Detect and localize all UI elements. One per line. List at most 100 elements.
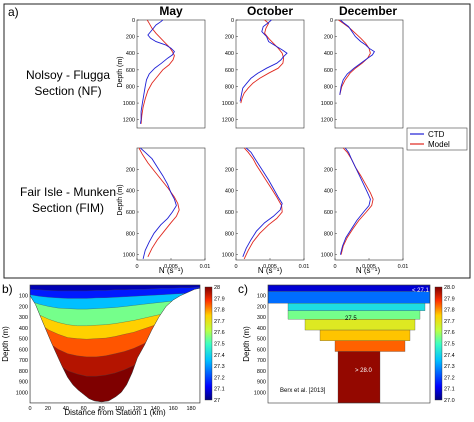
x-tick-label: 20 — [45, 406, 51, 412]
annotation-label: Berx et al. [2013] — [280, 388, 326, 394]
panel-c-section: 100 200 300 400 500 600 700 800 900 1000 < 27.1 27.… — [254, 284, 431, 404]
profile-axes — [136, 147, 206, 261]
y-tick-label: 1200 — [123, 118, 135, 124]
y-tick-label: 800 — [225, 84, 234, 90]
density-block — [304, 319, 416, 331]
profile-axes — [235, 19, 305, 129]
y-tick-label: 700 — [257, 358, 266, 364]
y-tick-label: 500 — [257, 337, 266, 343]
y-tick-label: 400 — [225, 51, 234, 57]
y-tick-label: 800 — [126, 84, 135, 90]
panel-c-ylabel: Depth (m) — [242, 326, 251, 362]
panel-c-colorbar — [434, 286, 443, 401]
colorbar-tick-label: 27.2 — [444, 375, 455, 381]
y-tick-label: 200 — [126, 167, 135, 173]
density-block — [319, 329, 411, 341]
colorbar-tick-label: 28.0 — [444, 285, 455, 291]
x-tick-label: 80 — [99, 406, 105, 412]
y-tick-label: 1000 — [16, 390, 28, 396]
y-tick-label: 600 — [19, 347, 28, 353]
colorbar-tick-label: 27 — [214, 398, 220, 404]
y-tick-label: 200 — [324, 167, 333, 173]
series-line-model — [338, 19, 371, 95]
y-tick-label: 1000 — [222, 101, 234, 107]
x-tick-label: 0 — [333, 264, 336, 270]
density-block — [334, 340, 406, 352]
y-tick-label: 600 — [126, 210, 135, 216]
row1-ylabel: Depth (m) — [117, 184, 124, 215]
y-tick-label: 400 — [225, 189, 234, 195]
y-tick-label: 1000 — [321, 101, 333, 107]
x-tick-label: 0.01 — [398, 264, 409, 270]
legend-ctd-label: CTD — [428, 130, 445, 139]
panel-c-axes — [267, 284, 431, 404]
annotation-label: < 27.1 — [412, 288, 430, 294]
y-tick-label: 400 — [257, 326, 266, 332]
series-line-model — [240, 19, 285, 104]
colorbar-tick-label: 27.8 — [444, 308, 455, 314]
series-line-ctd — [239, 19, 288, 102]
y-tick-label: 800 — [324, 84, 333, 90]
colorbar-tick-label: 27.5 — [444, 342, 455, 348]
annotation-label: 27.5 — [345, 316, 357, 322]
panel-b-field — [30, 285, 200, 403]
y-tick-label: 100 — [19, 294, 28, 300]
colorbar-tick-label: 27.8 — [214, 308, 225, 314]
y-tick-label: 1000 — [222, 253, 234, 259]
x-tick-label: 0 — [28, 406, 31, 412]
series-line-model — [140, 19, 175, 124]
x-tick-label: 0.01 — [200, 264, 211, 270]
y-tick-label: 1000 — [123, 101, 135, 107]
y-tick-label: 600 — [257, 347, 266, 353]
series-line-ctd — [339, 19, 376, 95]
series-line-ctd — [140, 147, 177, 260]
colorbar-tick-label: 27.9 — [214, 296, 225, 302]
colorbar-tick-label: 27.4 — [444, 353, 455, 359]
y-tick-label: 1000 — [254, 390, 266, 396]
colorbar-tick-label: 27.9 — [444, 296, 455, 302]
y-tick-label: 200 — [19, 304, 28, 310]
y-tick-label: 800 — [324, 231, 333, 237]
x-tick-label: 160 — [169, 406, 178, 412]
series-line-model — [138, 147, 180, 257]
row0-ylabel: Depth (m) — [117, 56, 124, 87]
colorbar-tick-label: 28 — [214, 285, 220, 291]
y-tick-label: 200 — [225, 35, 234, 41]
y-tick-label: 1200 — [321, 118, 333, 124]
panel-b-colorbar-ticks: 28 27.9 27.8 27.7 27.6 27.5 27.4 27.3 27.2 27.1 27 — [214, 285, 225, 404]
x-tick-label: 0.01 — [299, 264, 310, 270]
colorbar-tick-label: 27.1 — [444, 387, 455, 393]
y-tick-label: 800 — [126, 231, 135, 237]
column-title-december: December — [339, 4, 397, 18]
row-label-fim-line2: Section (FIM) — [32, 201, 104, 215]
seafloor-mask — [30, 287, 200, 403]
x-tick-label: 60 — [81, 406, 87, 412]
column-title-october: October — [247, 4, 293, 18]
series-line-ctd — [242, 147, 283, 257]
colorbar-tick-label: 27.7 — [214, 319, 225, 325]
y-tick-label: 900 — [19, 380, 28, 386]
y-tick-label: 400 — [126, 189, 135, 195]
row-label-nf-line1: Nolsoy - Flugga — [26, 68, 110, 82]
y-tick-label: 900 — [257, 380, 266, 386]
panel-b-colorbar — [204, 286, 213, 401]
profile-axes — [334, 19, 404, 129]
colorbar-tick-label: 27.3 — [214, 364, 225, 370]
y-tick-label: 800 — [257, 369, 266, 375]
row-label-fim-line1: Fair Isle - Munken — [20, 185, 116, 199]
y-tick-label: 200 — [257, 304, 266, 310]
profile-plots: 0 200 400 600 800 1000 1200 0 200 400 600 800 1000 12… — [123, 18, 409, 270]
y-tick-label: 400 — [324, 189, 333, 195]
x-tick-label: 0.005 — [164, 264, 178, 270]
density-block — [268, 291, 430, 304]
y-tick-label: 200 — [126, 35, 135, 41]
y-tick-label: 1200 — [222, 118, 234, 124]
colorbar-tick-label: 27.3 — [444, 364, 455, 370]
row-label-nf-line2: Section (NF) — [34, 84, 101, 98]
series-line-ctd — [139, 19, 175, 124]
colorbar-tick-label: 27.2 — [214, 375, 225, 381]
panel-b-label: b) — [2, 282, 13, 296]
colorbar-tick-label: 27.0 — [444, 398, 455, 404]
panel-b-ylabel: Depth (m) — [1, 326, 10, 362]
